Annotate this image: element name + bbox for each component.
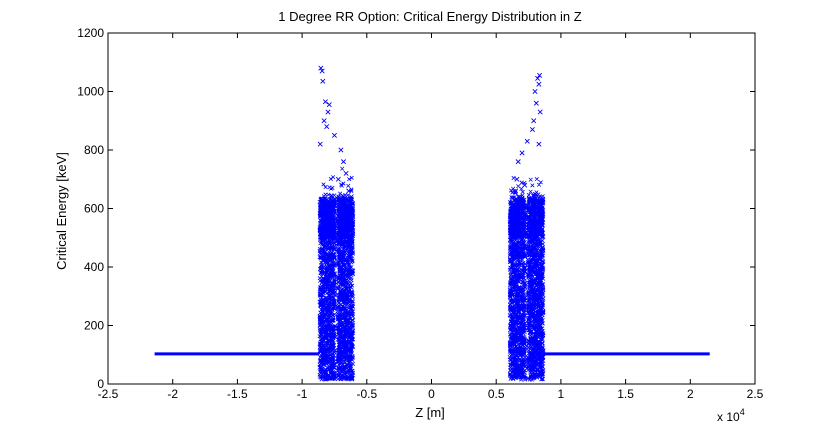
outlier-point	[536, 141, 542, 147]
outlier-point	[532, 88, 538, 95]
x-tick-label: 0.5	[488, 387, 505, 401]
outlier-point	[529, 127, 535, 133]
outlier-point	[531, 118, 537, 124]
x-tick-label: 2	[687, 387, 694, 401]
outlier-point	[325, 109, 331, 115]
outlier-point	[321, 118, 327, 124]
outlier-point	[537, 72, 543, 78]
outlier-point	[338, 147, 344, 153]
cluster-markers	[507, 175, 528, 382]
outlier-point	[513, 188, 519, 194]
outlier-point	[515, 159, 521, 165]
outlier-point	[519, 150, 525, 156]
outlier-point	[317, 141, 323, 147]
y-tick-label: 400	[84, 260, 104, 274]
x-tick-label: -0.5	[356, 387, 377, 401]
x-tick-label: -2.5	[98, 387, 119, 401]
dense-cluster	[507, 175, 528, 382]
outlier-point	[331, 132, 337, 138]
y-tick-label: 1000	[77, 85, 104, 99]
x-multiplier-base: x 10	[717, 410, 740, 424]
outlier-point	[335, 176, 341, 182]
y-tick-label: 0	[97, 377, 104, 391]
dense-cluster	[317, 175, 338, 382]
x-tick-label: 0	[428, 387, 435, 401]
x-multiplier-exponent: 4	[740, 407, 745, 417]
outlier-point	[343, 170, 349, 176]
cluster-markers	[317, 175, 338, 382]
y-tick-label: 600	[84, 202, 104, 216]
outlier-point	[324, 124, 330, 130]
outlier-point	[346, 188, 352, 194]
chart-title: 1 Degree RR Option: Critical Energy Dist…	[278, 9, 582, 24]
outlier-point	[514, 176, 520, 182]
outlier-point	[522, 182, 528, 188]
outlier-point	[319, 68, 325, 74]
outlier-point	[536, 81, 542, 87]
plot-background	[108, 33, 755, 384]
outlier-point	[340, 159, 347, 165]
dense-cluster	[335, 166, 356, 382]
y-tick-label: 200	[84, 319, 104, 333]
outlier-point	[320, 78, 326, 84]
x-tick-label: 2.5	[747, 387, 764, 401]
y-axis-label: Critical Energy [keV]	[54, 152, 69, 270]
x-tick-label: -1.5	[227, 387, 248, 401]
y-tick-label: 800	[84, 143, 104, 157]
scatter-marks	[154, 65, 710, 382]
x-multiplier-label: x 104	[717, 407, 745, 424]
outlier-point	[326, 102, 332, 108]
outlier-point	[535, 75, 541, 81]
outlier-point	[348, 194, 354, 200]
outlier-point	[318, 65, 324, 71]
x-tick-label: 1.5	[617, 387, 634, 401]
outlier-point	[322, 99, 328, 105]
dense-cluster	[525, 177, 546, 382]
x-tick-label: -1	[297, 387, 308, 401]
plot-area	[107, 32, 756, 385]
x-tick-label: -2	[167, 387, 178, 401]
cluster-markers	[525, 177, 546, 382]
axes: -2.5 -2 -1.5 -1 -0.5 0 0.5 1 1.5 2 2.5 0 200 400 600 80…	[77, 26, 763, 401]
outlier-point	[537, 109, 543, 115]
cluster-markers	[335, 166, 356, 382]
outlier-point	[533, 100, 539, 106]
outlier-point	[524, 138, 530, 144]
x-tick-label: 1	[558, 387, 565, 401]
outlier-point	[516, 194, 523, 200]
y-tick-label: 1200	[77, 26, 104, 40]
x-axis-label: Z [m]	[415, 405, 445, 420]
